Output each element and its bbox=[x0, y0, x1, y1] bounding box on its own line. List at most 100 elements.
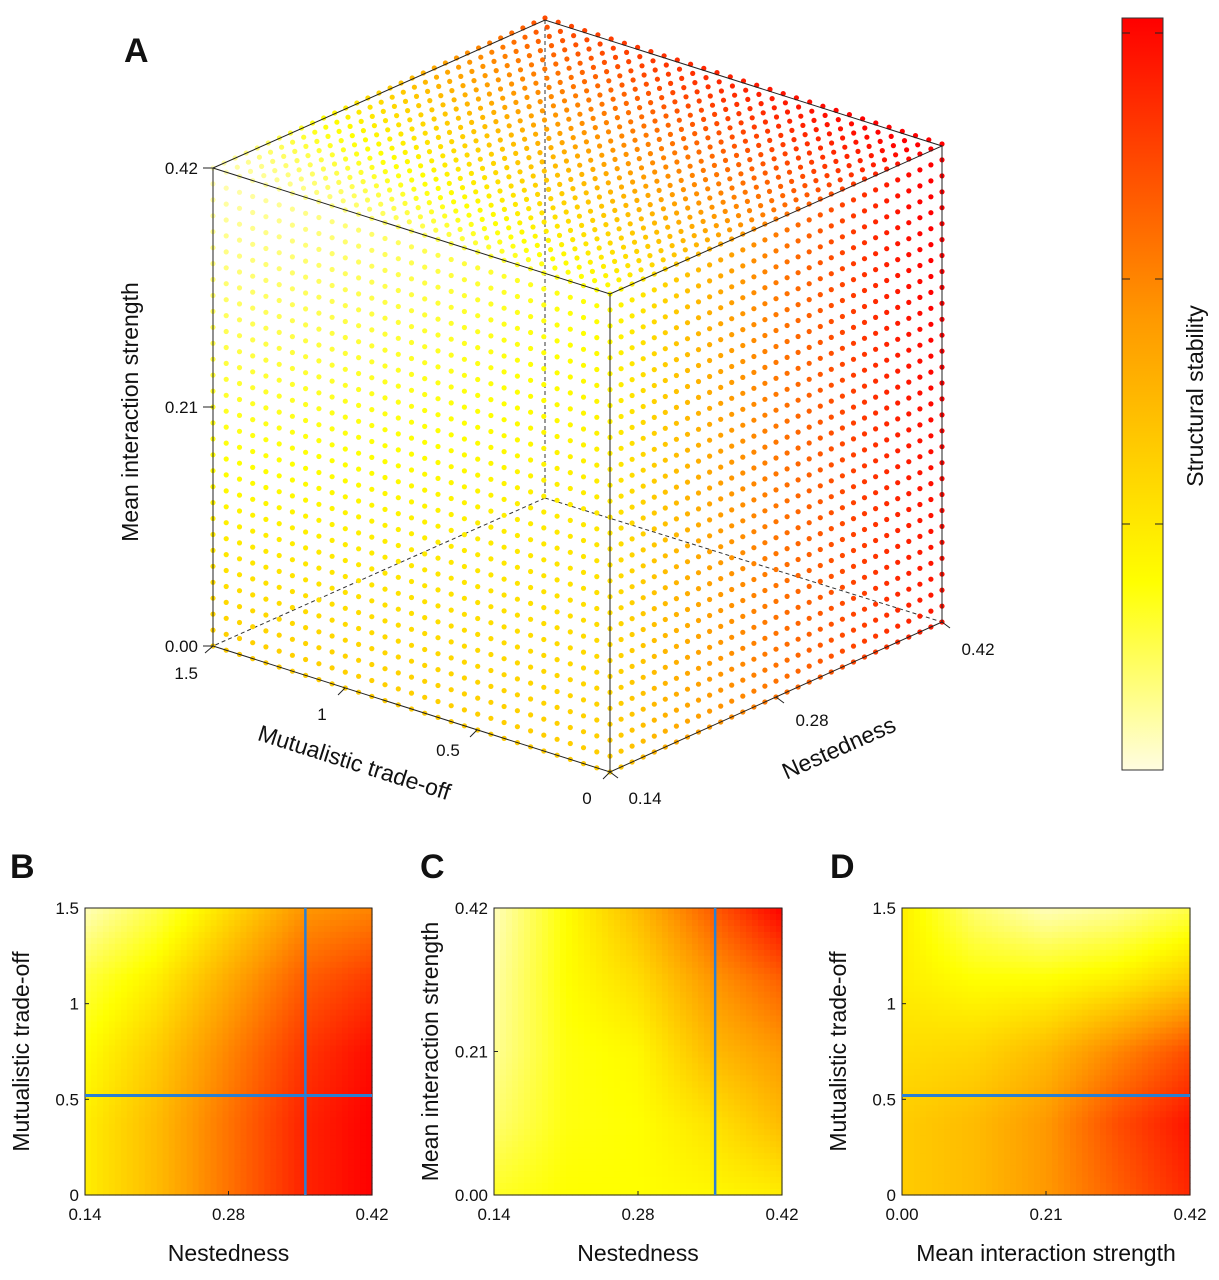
data-point bbox=[884, 182, 890, 188]
heatmap-cell bbox=[192, 973, 200, 981]
heatmap-cell bbox=[126, 919, 134, 927]
data-point bbox=[787, 118, 793, 124]
data-point bbox=[570, 135, 576, 141]
data-point bbox=[408, 308, 415, 314]
heatmap-cell bbox=[348, 1111, 355, 1118]
data-point bbox=[382, 618, 388, 624]
heatmap-cell bbox=[324, 1099, 331, 1106]
heatmap-cell bbox=[174, 949, 182, 957]
heatmap-cell bbox=[252, 1003, 259, 1011]
heatmap-cell bbox=[144, 1171, 152, 1178]
heatmap-cell bbox=[222, 1177, 230, 1184]
heatmap-cell bbox=[366, 955, 373, 963]
heatmap-cell bbox=[354, 1063, 361, 1071]
heatmap-cell bbox=[138, 1165, 146, 1172]
heatmap-cell bbox=[180, 931, 188, 939]
data-point bbox=[600, 263, 607, 269]
data-point bbox=[289, 557, 295, 563]
data-point bbox=[263, 516, 269, 523]
data-point bbox=[735, 213, 742, 219]
data-point bbox=[729, 666, 735, 672]
heatmap-cell bbox=[150, 1003, 158, 1011]
data-point bbox=[499, 248, 505, 254]
heatmap-cell bbox=[312, 1171, 319, 1178]
heatmap-cell bbox=[234, 1051, 242, 1059]
heatmap-cell bbox=[120, 1147, 128, 1154]
data-point bbox=[906, 220, 912, 226]
data-point bbox=[817, 403, 823, 409]
heatmap-cell bbox=[222, 1087, 230, 1094]
data-point bbox=[316, 406, 322, 412]
data-point bbox=[395, 510, 401, 517]
data-point bbox=[223, 297, 229, 303]
heatmap-cell bbox=[270, 943, 277, 951]
data-point bbox=[928, 401, 934, 407]
data-point bbox=[791, 137, 797, 143]
heatmap-cell bbox=[108, 1069, 116, 1077]
data-point bbox=[342, 669, 348, 675]
heatmap-cell bbox=[192, 1009, 200, 1017]
heatmap-cell bbox=[306, 1153, 313, 1160]
data-point bbox=[636, 207, 642, 213]
heatmap-cell bbox=[85, 937, 92, 945]
heatmap-cell bbox=[348, 1057, 355, 1065]
heatmap-cell bbox=[156, 1123, 164, 1130]
heatmap-cell bbox=[264, 1129, 271, 1136]
data-point bbox=[662, 473, 668, 479]
data-point bbox=[684, 575, 691, 581]
heatmap-cell bbox=[264, 1033, 271, 1041]
heatmap-cell bbox=[264, 1123, 271, 1130]
data-point bbox=[756, 142, 762, 148]
data-point bbox=[906, 491, 912, 497]
data-point bbox=[895, 480, 901, 486]
data-point bbox=[592, 125, 598, 131]
heatmap-cell bbox=[234, 1069, 242, 1077]
heatmap-cell bbox=[150, 1033, 158, 1041]
data-point bbox=[250, 560, 256, 566]
heatmap-cell bbox=[132, 955, 140, 963]
data-point bbox=[408, 244, 415, 250]
heatmap-cell bbox=[252, 1141, 259, 1148]
data-point bbox=[276, 632, 282, 638]
heatmap-cell bbox=[222, 1141, 230, 1148]
heatmap-cell bbox=[294, 1015, 301, 1023]
data-point bbox=[917, 278, 923, 285]
heatmap-cell bbox=[294, 1153, 301, 1160]
heatmap-cell bbox=[210, 973, 218, 981]
heatmap-cell bbox=[180, 1051, 188, 1059]
data-point bbox=[784, 275, 790, 281]
heatmap-cell bbox=[288, 913, 295, 921]
heatmap-cell bbox=[114, 991, 122, 999]
heatmap-cell bbox=[342, 1057, 349, 1065]
heatmap-cell bbox=[366, 1021, 373, 1029]
heatmap-cell bbox=[342, 937, 349, 945]
data-point bbox=[718, 560, 724, 566]
heatmap-cell bbox=[114, 931, 122, 939]
data-point bbox=[594, 414, 600, 420]
data-point bbox=[391, 205, 397, 211]
data-point bbox=[508, 234, 514, 240]
data-point bbox=[583, 241, 589, 247]
data-point bbox=[504, 63, 510, 69]
data-point bbox=[408, 531, 415, 537]
heatmap-cell bbox=[210, 1051, 218, 1059]
data-point bbox=[528, 664, 534, 670]
heatmap-cell bbox=[258, 1147, 265, 1154]
heatmap-cell bbox=[252, 1075, 259, 1082]
data-point bbox=[461, 340, 467, 346]
heatmap-cell bbox=[312, 1069, 319, 1077]
data-point bbox=[533, 80, 539, 86]
heatmap-cell bbox=[102, 1177, 110, 1184]
data-point bbox=[673, 309, 680, 315]
data-point bbox=[651, 653, 657, 660]
heatmap-cell bbox=[348, 908, 355, 915]
data-point bbox=[329, 266, 335, 273]
heatmap-cell bbox=[294, 1099, 301, 1106]
heatmap-cell bbox=[354, 1105, 361, 1112]
heatmap-cell bbox=[156, 1141, 164, 1148]
data-point bbox=[223, 360, 229, 366]
heatmap-cell bbox=[108, 1015, 116, 1023]
heatmap-cell bbox=[324, 1165, 331, 1172]
heatmap-cell bbox=[264, 1141, 271, 1148]
data-point bbox=[514, 485, 521, 491]
